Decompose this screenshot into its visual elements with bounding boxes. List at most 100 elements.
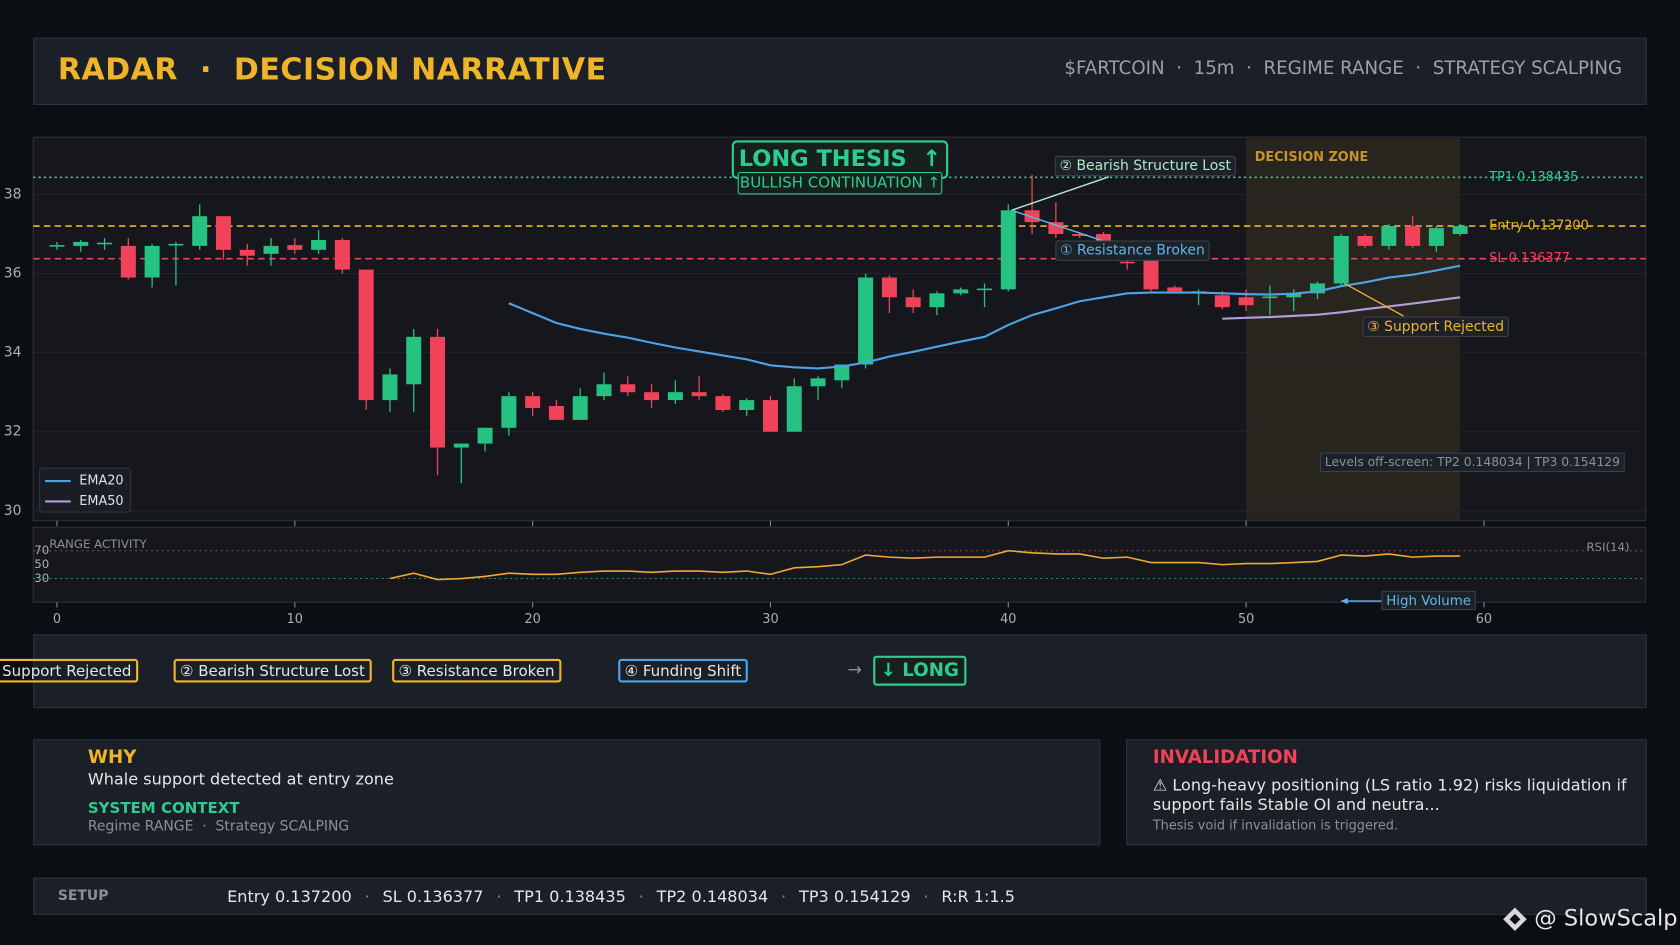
level-label: SL 0.136377: [1489, 251, 1570, 266]
setup-item: R:R 1:1.5: [941, 887, 1015, 907]
chart: DECISION ZONE 30 32 34 36 38 TP1 0.138435 Entry…: [4, 136, 1647, 627]
candle-body: [691, 392, 707, 397]
y-tick-label: 32: [4, 424, 22, 440]
invalidation-text: ⚠ Long-heavy positioning (LS ratio 1.92)…: [1152, 775, 1627, 815]
candle-body: [953, 289, 969, 294]
candle-body: [644, 392, 660, 401]
candle-body: [477, 427, 493, 444]
candle-body: [1262, 296, 1278, 299]
y-tick-label: 36: [4, 266, 22, 282]
x-tick-label: 30: [762, 612, 778, 627]
candle-body: [620, 384, 636, 393]
candle-body: [1333, 235, 1349, 284]
candle-body: [120, 245, 136, 278]
candle-body: [358, 269, 374, 401]
annotation-arrow: [1011, 209, 1104, 242]
flow-arrow: →: [847, 658, 862, 680]
thesis-badge: LONG THESIS ↑ BULLISH CONTINUATION ↑: [731, 140, 949, 195]
candle-body: [525, 396, 541, 409]
setup-separator: ·: [364, 887, 370, 907]
why-title: WHY: [87, 746, 137, 769]
candle-body: [715, 396, 731, 410]
annotation-arrow: [1344, 282, 1404, 317]
candle-body: [1286, 293, 1302, 298]
annotation-label: High Volume: [1386, 594, 1471, 609]
candle-body: [1072, 234, 1088, 236]
candle-body: [667, 392, 683, 401]
candle-body: [73, 241, 89, 246]
candle-body: [858, 277, 874, 365]
setup-bar: SETUP Entry 0.137200 · SL 0.136377 · TP1 0.1…: [33, 877, 1647, 915]
candle-body: [453, 443, 469, 448]
thesis-subtitle: BULLISH CONTINUATION ↑: [740, 174, 940, 192]
thesis-sub-box: [737, 171, 943, 195]
why-text: Whale support detected at entry zone: [87, 769, 394, 789]
arrow-head: [1341, 597, 1348, 605]
x-tick-label: 10: [287, 612, 303, 627]
flow-step: ④ Funding Shift: [618, 658, 748, 683]
candle-body: [1000, 210, 1016, 290]
annotation-box: [1054, 155, 1236, 177]
candle-body: [287, 245, 303, 250]
setup-item: TP3 0.154129: [799, 887, 911, 907]
rsi-legend: RSI(14): [1586, 540, 1629, 554]
legend-label: EMA50: [79, 494, 123, 509]
candle-body: [786, 386, 802, 432]
candle-body: [1428, 228, 1444, 246]
rsi-line: [389, 549, 1461, 581]
flow-step: ② Bearish Structure Lost: [173, 658, 372, 683]
candle-body: [168, 243, 184, 246]
candle-body: [905, 297, 921, 308]
setup-item: TP2 0.148034: [656, 887, 769, 907]
annotation-box: [1362, 316, 1509, 337]
candle-body: [263, 245, 279, 254]
candle-body: [311, 239, 327, 250]
why-card: WHY Whale support detected at entry zone…: [33, 739, 1101, 846]
candle-body: [1405, 226, 1421, 246]
setup-separator: ·: [496, 887, 502, 907]
invalidation-title: INVALIDATION: [1152, 746, 1298, 769]
rsi-title: RANGE ACTIVITY: [49, 537, 147, 551]
setup-separator: ·: [781, 887, 787, 907]
annotation-label: ② Bearish Structure Lost: [1060, 158, 1232, 174]
candle-body: [1238, 297, 1254, 306]
flow-step: Support Rejected: [0, 658, 138, 683]
candle-body: [215, 216, 231, 250]
candle-body: [810, 378, 826, 387]
candle-body: [430, 336, 446, 448]
y-tick-label: 38: [4, 186, 22, 202]
candle-body: [1024, 210, 1040, 223]
note: Levels off-screen: TP2 0.148034 | TP3 0.…: [1325, 455, 1620, 469]
x-tick-label: 20: [524, 612, 540, 627]
candle-body: [834, 364, 850, 381]
y-tick-label: 30: [4, 503, 22, 519]
x-tick-label: 60: [1476, 612, 1492, 627]
ema-line: [1222, 296, 1461, 320]
candle-body: [49, 245, 65, 247]
candle-body: [501, 396, 517, 428]
flow-step: ③ Resistance Broken: [392, 658, 561, 683]
watermark-logo: [1503, 907, 1527, 932]
flow-decision: ↓ LONG: [873, 655, 967, 686]
legend-label: EMA20: [79, 474, 123, 489]
thesis-title: LONG THESIS ↑: [739, 146, 942, 172]
candle-body: [334, 239, 350, 270]
candle-body: [1167, 287, 1183, 292]
candle-body: [382, 374, 398, 401]
annotation-arrow: [1011, 176, 1110, 211]
candle-body: [97, 242, 113, 245]
level-label: TP1 0.138435: [1488, 170, 1578, 185]
candle-body: [1095, 234, 1111, 242]
candle-body: [1357, 235, 1373, 246]
y-tick-label: 30: [34, 571, 49, 585]
candle-body: [596, 384, 612, 397]
candle-body: [1143, 259, 1159, 290]
x-tick-label: 40: [1000, 612, 1016, 627]
candle-body: [1048, 222, 1064, 235]
candle-body: [548, 406, 564, 420]
ema-line: [508, 264, 1461, 370]
x-tick-label: 50: [1238, 612, 1254, 627]
setup-item: Entry 0.137200: [227, 887, 352, 907]
y-tick-label: 50: [34, 557, 49, 571]
